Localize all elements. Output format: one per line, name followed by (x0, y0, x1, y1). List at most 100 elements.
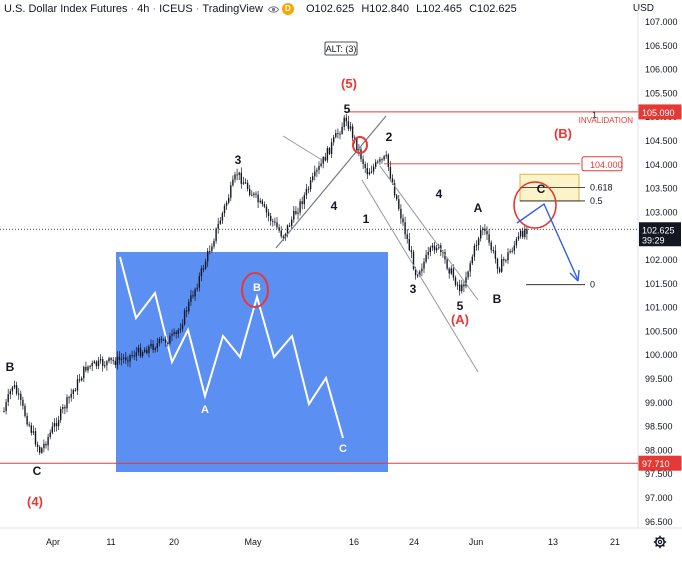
x-tick-label: 13 (548, 537, 558, 547)
candle-body (160, 338, 163, 340)
candle-body (444, 252, 446, 260)
interval-label[interactable]: 4h (137, 3, 150, 15)
candle-body (362, 159, 364, 165)
candle-body (167, 342, 169, 344)
candle-body (387, 154, 389, 167)
inset-label-A: A (201, 404, 209, 416)
candle-body (3, 410, 5, 412)
candle-body (232, 179, 234, 186)
candle-body (501, 259, 503, 272)
wave-label: C (537, 182, 546, 196)
inset-label-C: C (339, 443, 347, 455)
candle-body (326, 148, 329, 161)
candle-body (148, 346, 150, 354)
candle-body (131, 355, 133, 357)
candle-body (135, 352, 137, 357)
candle-body (291, 219, 293, 226)
candle-body (186, 310, 188, 312)
wave-label: 4 (436, 187, 443, 201)
candle-body (505, 260, 507, 262)
candle-body (370, 171, 373, 173)
fib-level-label: 0 (590, 280, 595, 290)
y-tick-label: 100.500 (645, 326, 678, 336)
candle-body (83, 366, 85, 379)
ohlc-value: 102.840 (369, 3, 410, 15)
candle-body (11, 387, 14, 392)
highlight-circle (352, 136, 368, 154)
candle-body (473, 245, 476, 257)
y-tick-label: 104.500 (645, 136, 678, 146)
trendline (275, 115, 387, 249)
candle-body (433, 245, 436, 251)
candle-body (215, 228, 217, 241)
candle-body (192, 295, 194, 297)
gear-icon[interactable] (653, 535, 667, 549)
candle-body (116, 356, 119, 366)
y-tick-label: 99.000 (645, 398, 673, 408)
candle-body (333, 137, 335, 143)
ohlc-key: L (416, 3, 423, 15)
candle-body (74, 390, 77, 392)
candle-body (22, 399, 24, 406)
candle-body (276, 222, 278, 228)
wave-label: 1 (363, 212, 370, 226)
degree-label: (5) (341, 76, 357, 91)
low-price-tag-text: 97.710 (642, 459, 670, 469)
candle-body (41, 448, 43, 453)
candle-body (366, 167, 368, 175)
candle-body (141, 352, 144, 357)
y-tick-label: 106.000 (645, 65, 678, 75)
candle-body (30, 425, 32, 433)
symbol-name[interactable]: U.S. Dollar Index Futures (4, 3, 128, 15)
alt-tag (324, 41, 358, 56)
candle-body (480, 230, 482, 239)
candle-body (488, 234, 490, 243)
candle-body (280, 230, 282, 237)
data-status-icon[interactable]: D (281, 3, 294, 15)
candle-body (270, 215, 272, 221)
candle-body (431, 245, 434, 248)
candle-body (91, 363, 93, 367)
candle-body (377, 161, 379, 163)
candle-body (230, 185, 232, 198)
candle-body (414, 269, 417, 276)
candle-body (328, 148, 331, 154)
candle-body (183, 310, 186, 325)
y-tick-label: 102.000 (645, 255, 678, 265)
candle-body (318, 165, 320, 170)
candle-body (339, 133, 341, 135)
candle-body (515, 239, 518, 246)
x-tick-label: 16 (349, 537, 359, 547)
candle-body (156, 343, 158, 349)
candle-body (312, 176, 314, 181)
fib-level-label: 0.618 (590, 183, 613, 193)
highlight-circle (513, 181, 557, 229)
alt-tag-label: ALT: (3) (326, 44, 357, 54)
candle-body (356, 137, 358, 151)
candle-body (261, 200, 263, 205)
fib-level-label: 0.5 (590, 196, 603, 206)
candle-body (398, 199, 400, 209)
arrow-head (569, 269, 580, 282)
candle-body (76, 379, 79, 391)
candle-body (486, 231, 488, 235)
degree-label: (A) (451, 312, 469, 327)
candle-body (66, 397, 68, 409)
candle-body (503, 259, 505, 261)
candle-body (255, 193, 257, 195)
candle-body (190, 295, 192, 302)
candle-body (305, 188, 308, 196)
eye-icon[interactable] (267, 4, 280, 15)
candle-body (95, 361, 98, 367)
candle-body (60, 408, 62, 421)
candle-body (251, 194, 253, 196)
candle-body (257, 194, 259, 203)
candle-body (127, 360, 129, 362)
candle-body (389, 166, 392, 179)
candle-body (28, 424, 30, 426)
candle-body (99, 359, 102, 361)
candle-body (68, 397, 70, 399)
wave-label: B (6, 360, 15, 374)
level-104-tag-box (581, 156, 623, 172)
